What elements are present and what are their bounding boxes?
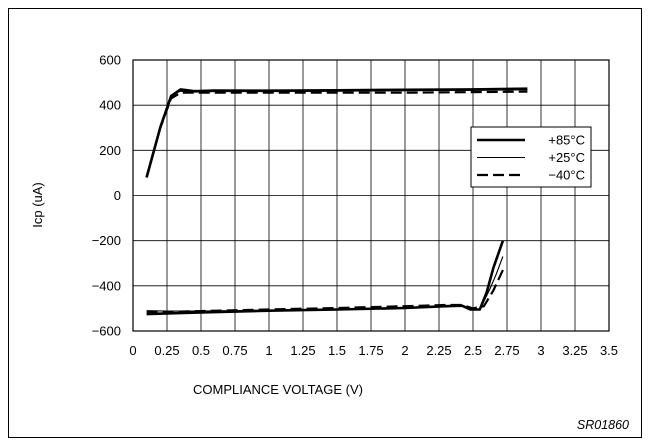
y-axis-label: Icp (uA) <box>30 182 45 228</box>
series-line-2 <box>146 256 504 312</box>
legend-label-1: +85°C <box>548 133 585 148</box>
x-tick-label: 3 <box>537 343 544 358</box>
x-tick-label: 2.25 <box>426 343 451 358</box>
x-tick-label: 1.25 <box>290 343 315 358</box>
series-line-3 <box>146 269 504 313</box>
x-tick-label: 1.5 <box>328 343 346 358</box>
y-tick-labels: −600 −400 −200 0 200 400 600 <box>92 53 121 339</box>
y-tick-label: −200 <box>92 233 121 248</box>
legend-label-2: +25°C <box>548 150 585 165</box>
chart: 0 0.25 0.5 0.75 1 1.25 1.5 1.75 2 2.25 2.5 2.75 3 3.2… <box>30 53 629 433</box>
x-tick-label: 0 <box>129 343 136 358</box>
grid <box>132 59 610 332</box>
x-tick-label: 2.75 <box>494 343 519 358</box>
y-tick-label: 200 <box>99 143 121 158</box>
y-tick-label: 0 <box>114 188 121 203</box>
x-tick-label: 0.75 <box>222 343 247 358</box>
figure-id-annotation: SR01860 <box>577 418 629 432</box>
plot-border <box>132 59 610 332</box>
y-tick-label: −400 <box>92 278 121 293</box>
x-tick-label: 2.5 <box>464 343 482 358</box>
legend-label-3: −40°C <box>548 168 585 183</box>
x-tick-label: 1.75 <box>358 343 383 358</box>
x-tick-label: 2 <box>401 343 408 358</box>
x-axis-label: COMPLIANCE VOLTAGE (V) <box>193 382 363 397</box>
x-tick-labels: 0 0.25 0.5 0.75 1 1.25 1.5 1.75 2 2.25 2.5 2.75 3 3.2… <box>129 343 618 358</box>
series-line-3 <box>145 90 528 178</box>
chart-frame: 0 0.25 0.5 0.75 1 1.25 1.5 1.75 2 2.25 2.5 2.75 3 3.2… <box>8 8 642 438</box>
legend: +85°C +25°C −40°C <box>470 126 592 188</box>
y-tick-label: 400 <box>99 98 121 113</box>
x-tick-label: 0.25 <box>154 343 179 358</box>
x-tick-label: 0.5 <box>192 343 210 358</box>
x-tick-label: 3.25 <box>562 343 587 358</box>
series-line-2 <box>146 89 528 178</box>
y-tick-label: −600 <box>92 324 121 339</box>
series-line-1 <box>146 240 505 316</box>
x-tick-label: 3.5 <box>600 343 618 358</box>
x-tick-label: 1 <box>265 343 272 358</box>
series-layer <box>145 87 528 316</box>
y-tick-label: 600 <box>99 53 121 68</box>
